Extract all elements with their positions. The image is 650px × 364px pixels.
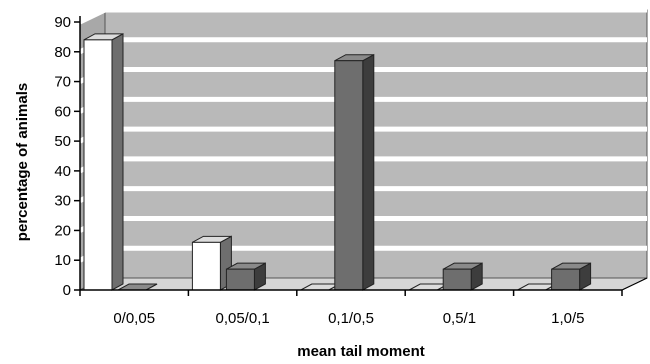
bar-series1-1 <box>83 33 124 291</box>
y-tick-label: 0 <box>63 282 71 299</box>
bar-series2-3 <box>334 53 375 291</box>
y-tick-label: 20 <box>54 222 71 239</box>
x-tick-labels: 0/0,05 0,05/0,1 0,1/0,5 0,5/1 1,0/5 <box>113 310 584 327</box>
y-tick-label: 10 <box>54 252 71 269</box>
gridline <box>78 7 647 25</box>
y-tick-label: 90 <box>54 14 71 31</box>
y-tick-labels: 0 10 20 30 40 50 60 70 80 90 <box>54 14 71 299</box>
y-tick-label: 60 <box>54 103 71 120</box>
bar-series2-2 <box>225 262 266 291</box>
x-tick-label: 1,0/5 <box>551 310 584 327</box>
bar-series2-5 <box>551 262 592 291</box>
bar-series1-2 <box>191 235 232 291</box>
y-axis-title: percentage of animals <box>14 83 31 241</box>
axes <box>74 16 648 296</box>
y-tick-label: 50 <box>54 133 71 150</box>
y-tick-label: 40 <box>54 163 71 180</box>
y-tick-label: 30 <box>54 193 71 210</box>
x-tick-label: 0,1/0,5 <box>328 310 374 327</box>
bars <box>83 33 592 291</box>
bar-series2-1 <box>117 283 158 291</box>
back-wall <box>104 9 648 279</box>
floor-edge <box>621 277 648 291</box>
y-tick-label: 80 <box>54 44 71 61</box>
x-tick-label: 0/0,05 <box>113 310 155 327</box>
x-tick-label: 0,5/1 <box>443 310 476 327</box>
x-axis-title: mean tail moment <box>297 343 425 360</box>
y-tick-label: 70 <box>54 74 71 91</box>
bar-series2-4 <box>442 262 483 291</box>
x-tick-label: 0,05/0,1 <box>215 310 269 327</box>
